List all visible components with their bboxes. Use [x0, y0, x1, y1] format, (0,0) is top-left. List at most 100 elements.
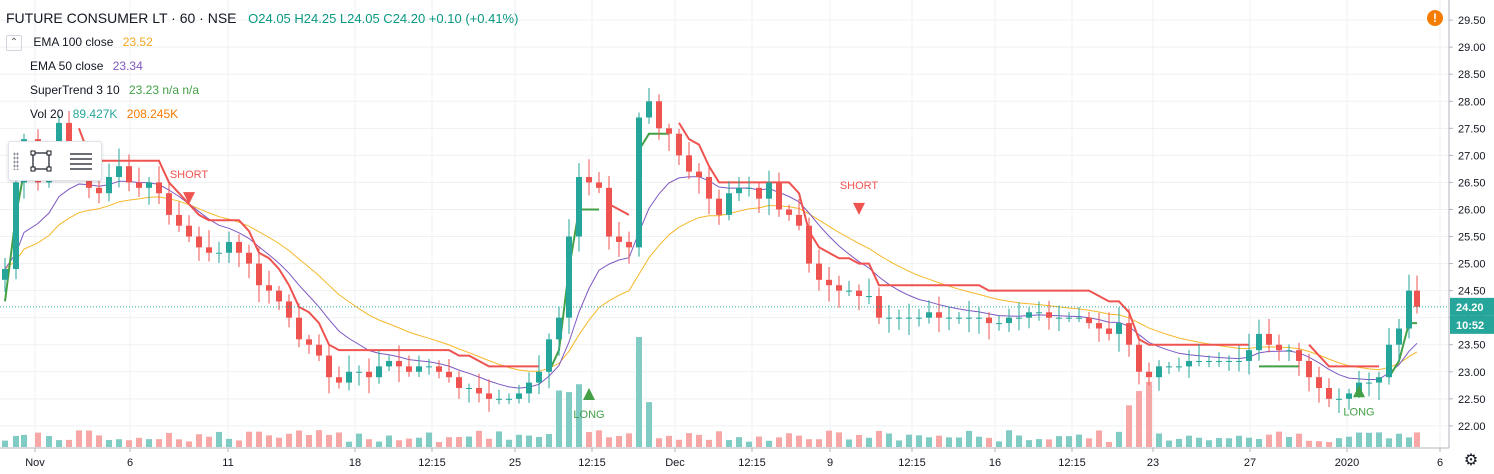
volume-bar — [936, 435, 942, 447]
warning-icon[interactable]: ! — [1427, 10, 1443, 26]
volume-bar — [926, 437, 932, 447]
volume-bar — [586, 432, 592, 447]
candle-body — [1096, 323, 1102, 329]
indicator-ema100[interactable]: ⌃ EMA 100 close 23.52 — [6, 30, 518, 54]
volume-bar — [446, 437, 452, 447]
candle-body — [1266, 333, 1272, 345]
candle-body — [1256, 333, 1262, 351]
volume-bar — [1006, 430, 1012, 447]
volume-bar — [1356, 432, 1362, 447]
short-signal-arrow — [183, 192, 195, 205]
candle-body — [1346, 393, 1352, 399]
time-tick-label: 11 — [222, 457, 233, 469]
indicator-volume[interactable]: Vol 20 89.427K 208.245K — [6, 102, 518, 126]
price-tick-label: 23.00 — [1458, 367, 1486, 379]
volume-bar — [1306, 440, 1312, 447]
time-tick-label: 27 — [1244, 457, 1256, 469]
time-tick-label: 12:15 — [578, 457, 606, 469]
volume-bar — [536, 436, 542, 447]
candle-body — [256, 263, 262, 286]
volume-bar — [296, 430, 302, 447]
volume-bar — [776, 437, 782, 447]
indicator-supertrend[interactable]: SuperTrend 3 10 23.23 n/a n/a — [6, 78, 518, 102]
candle-body — [206, 247, 212, 253]
candle-body — [816, 263, 822, 280]
volume-bar — [1226, 438, 1232, 447]
candle-body — [696, 171, 702, 178]
candle-body — [116, 166, 122, 178]
volume-bar — [1386, 438, 1392, 447]
candle-body — [1126, 323, 1132, 345]
gear-icon[interactable]: ⚙ — [1463, 452, 1479, 469]
candle-body — [866, 296, 872, 298]
indicator-ema50[interactable]: EMA 50 close 23.34 — [6, 54, 518, 78]
candle-body — [1016, 317, 1022, 319]
candle-body — [476, 388, 482, 394]
volume-bar — [576, 384, 582, 447]
volume-bar — [746, 441, 752, 447]
candle-body — [446, 371, 452, 378]
candle-body — [266, 285, 272, 291]
time-axis[interactable]: Nov 6 11 18 12:15 25 12:15 Dec 12:15 9 12:15 16 12:1… — [25, 448, 1443, 469]
candle-body — [196, 236, 202, 248]
candle-body — [576, 177, 582, 237]
indicator-value: 89.427K — [72, 107, 118, 121]
candle-body — [1176, 366, 1182, 368]
price-tick-label: 25.50 — [1458, 232, 1486, 244]
candle-body — [986, 317, 992, 324]
volume-bar — [606, 437, 612, 447]
chevron-up-icon[interactable]: ⌃ — [6, 34, 22, 51]
price-axis[interactable]: 22.0022.5023.0023.5024.0024.5025.0025.50… — [1449, 15, 1486, 433]
volume-bar — [66, 439, 72, 447]
volume-bar — [126, 440, 132, 447]
volume-bar — [186, 441, 192, 447]
volume-bar — [1276, 431, 1282, 447]
candle-body — [456, 377, 462, 389]
candle-body — [1056, 317, 1062, 319]
short-signal-label: SHORT — [840, 180, 879, 192]
price-tick-label: 27.00 — [1458, 150, 1486, 162]
candle-body — [566, 236, 572, 318]
volume-bar — [156, 439, 162, 447]
volume-bar — [796, 435, 802, 447]
volume-bar — [13, 435, 19, 447]
candle-body — [316, 344, 322, 356]
candle-body — [1026, 312, 1032, 318]
candle-body — [186, 225, 192, 237]
object-tree-icon[interactable] — [67, 147, 95, 175]
volume-bar — [326, 434, 332, 447]
volume-bar — [336, 432, 342, 447]
drawing-toolbox[interactable] — [8, 141, 102, 181]
candle-body — [96, 187, 102, 194]
volume-bar — [596, 430, 602, 447]
short-signal-label: SHORT — [170, 169, 209, 181]
drawing-rectangle-icon[interactable] — [27, 147, 55, 175]
candle-body — [486, 393, 492, 399]
symbol-title[interactable]: FUTURE CONSUMER LT · 60 · NSE — [6, 10, 237, 26]
volume-bar — [2, 440, 8, 447]
volume-bar — [1266, 434, 1272, 447]
candle-body — [726, 193, 732, 215]
volume-bar — [766, 440, 772, 447]
candle-body — [886, 317, 892, 319]
indicator-label: SuperTrend 3 10 — [30, 83, 120, 97]
volume-bar — [1316, 441, 1322, 447]
price-tick-label: 23.50 — [1458, 340, 1486, 352]
candle-body — [1246, 350, 1252, 361]
time-tick-label: Nov — [25, 457, 45, 469]
volume-bar — [1296, 433, 1302, 447]
volume-bar — [106, 439, 112, 447]
drag-handle-icon[interactable] — [13, 152, 19, 170]
volume-bar — [436, 441, 442, 447]
candle-body — [106, 177, 112, 194]
price-tick-label: 29.50 — [1458, 15, 1486, 27]
candle-body — [126, 166, 132, 183]
volume-bar — [726, 440, 732, 447]
volume-bar — [916, 435, 922, 447]
volume-bar — [656, 438, 662, 447]
candle-body — [1236, 360, 1242, 362]
volume-bar — [876, 430, 882, 447]
candle-body — [356, 371, 362, 373]
candle-body — [396, 360, 402, 367]
